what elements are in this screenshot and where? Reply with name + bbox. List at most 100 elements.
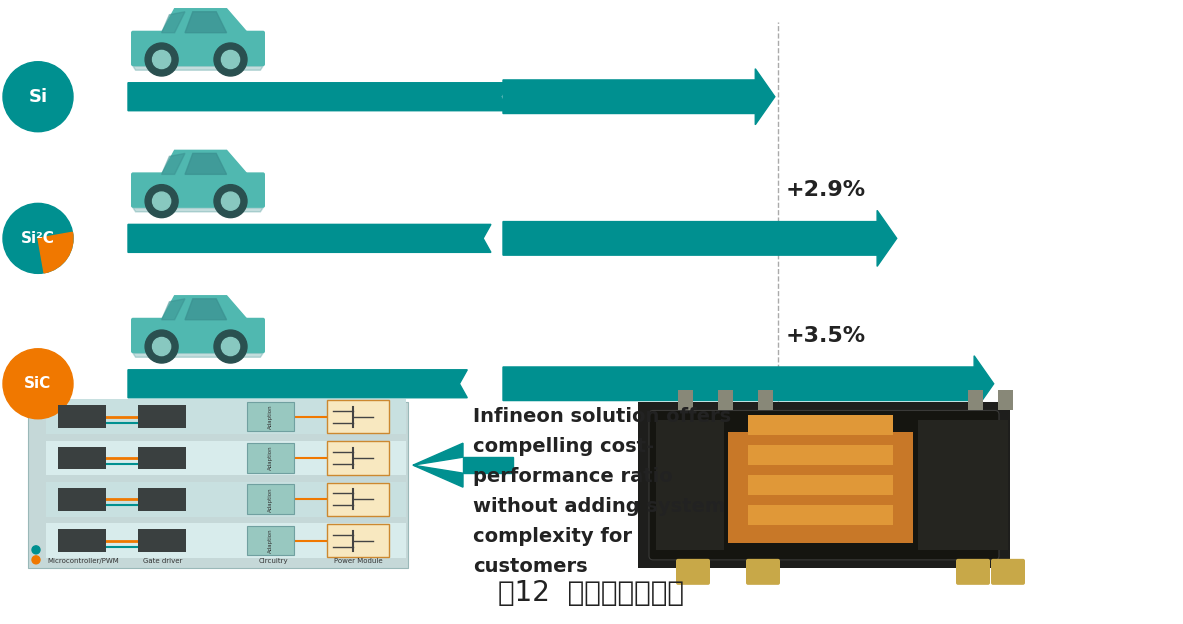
Bar (138, 447, 186, 469)
Circle shape (153, 338, 170, 356)
Polygon shape (128, 83, 509, 110)
Bar (46, 441, 406, 475)
Text: Microcontroller/PWM: Microcontroller/PWM (47, 558, 118, 564)
Bar (138, 405, 186, 428)
FancyBboxPatch shape (131, 31, 265, 66)
Bar (728, 432, 913, 543)
Bar (58, 447, 106, 469)
Text: without adding system: without adding system (473, 497, 725, 517)
FancyBboxPatch shape (327, 400, 389, 433)
Polygon shape (162, 9, 247, 32)
FancyBboxPatch shape (247, 484, 295, 514)
Bar (758, 391, 772, 411)
FancyBboxPatch shape (247, 525, 295, 555)
Polygon shape (185, 299, 227, 319)
Polygon shape (503, 210, 897, 266)
Circle shape (214, 330, 247, 363)
FancyBboxPatch shape (956, 559, 990, 585)
Text: customers: customers (473, 557, 588, 577)
Circle shape (146, 330, 179, 363)
Text: Adaption: Adaption (267, 446, 272, 470)
Circle shape (153, 192, 170, 210)
Text: Circuitry: Circuitry (258, 558, 287, 564)
Polygon shape (128, 370, 467, 397)
Text: compelling cost-: compelling cost- (473, 437, 654, 457)
FancyBboxPatch shape (991, 559, 1024, 585)
Bar (46, 399, 406, 434)
Wedge shape (38, 232, 73, 273)
Bar (46, 482, 406, 517)
Circle shape (32, 556, 40, 564)
Circle shape (146, 185, 179, 218)
Polygon shape (162, 299, 185, 319)
Bar (748, 505, 893, 525)
Polygon shape (128, 225, 491, 252)
Text: complexity for: complexity for (473, 527, 632, 547)
Polygon shape (162, 154, 185, 174)
Bar (58, 529, 106, 552)
Bar (748, 445, 893, 465)
Polygon shape (162, 12, 185, 32)
Bar (28, 402, 408, 568)
Polygon shape (185, 12, 227, 32)
Circle shape (4, 203, 73, 273)
FancyBboxPatch shape (746, 559, 780, 585)
Bar (748, 475, 893, 495)
FancyBboxPatch shape (247, 443, 295, 473)
Bar (748, 415, 893, 435)
Bar (657, 421, 724, 550)
Bar (58, 405, 106, 428)
Text: Adaption: Adaption (267, 529, 272, 553)
Bar (998, 391, 1013, 411)
Polygon shape (185, 154, 227, 174)
Text: +3.5%: +3.5% (786, 326, 866, 346)
Text: 图12  英飞凌混合模块: 图12 英飞凌混合模块 (498, 578, 685, 607)
Polygon shape (463, 457, 513, 473)
Bar (46, 523, 406, 558)
Text: Si²C: Si²C (21, 231, 54, 246)
Polygon shape (503, 69, 775, 125)
FancyBboxPatch shape (131, 172, 265, 208)
Circle shape (4, 349, 73, 419)
Bar (678, 391, 693, 411)
Circle shape (214, 185, 247, 218)
Text: Infineon solution offers: Infineon solution offers (473, 407, 731, 426)
Text: Gate driver: Gate driver (143, 558, 182, 564)
Polygon shape (413, 443, 463, 487)
Text: Adaption: Adaption (267, 404, 272, 429)
Bar (918, 421, 1008, 550)
Text: SiC: SiC (25, 376, 52, 391)
Bar (58, 488, 106, 510)
Polygon shape (132, 353, 263, 358)
Circle shape (221, 192, 240, 210)
Circle shape (221, 338, 240, 356)
FancyBboxPatch shape (131, 318, 265, 353)
Text: performance ratio: performance ratio (473, 467, 673, 487)
Circle shape (221, 51, 240, 69)
FancyBboxPatch shape (247, 402, 295, 431)
Circle shape (4, 62, 73, 132)
Circle shape (32, 546, 40, 554)
FancyBboxPatch shape (327, 441, 389, 474)
Bar (718, 391, 733, 411)
Bar (968, 391, 983, 411)
Polygon shape (162, 296, 247, 319)
Circle shape (214, 43, 247, 76)
Bar (638, 402, 1010, 568)
Bar (138, 529, 186, 552)
FancyBboxPatch shape (649, 411, 998, 560)
Text: +2.9%: +2.9% (786, 180, 866, 200)
Polygon shape (132, 208, 263, 212)
FancyBboxPatch shape (675, 559, 710, 585)
Text: Power Module: Power Module (334, 558, 382, 564)
FancyBboxPatch shape (327, 482, 389, 516)
Text: Example: 400 V BEV 175 kW 2WD: Example: 400 V BEV 175 kW 2WD (128, 415, 317, 425)
Text: Si: Si (28, 88, 47, 105)
Circle shape (153, 51, 170, 69)
Polygon shape (503, 356, 994, 412)
FancyBboxPatch shape (327, 524, 389, 557)
Polygon shape (132, 66, 263, 71)
Bar (138, 488, 186, 510)
Polygon shape (162, 150, 247, 174)
Text: Adaption: Adaption (267, 487, 272, 512)
